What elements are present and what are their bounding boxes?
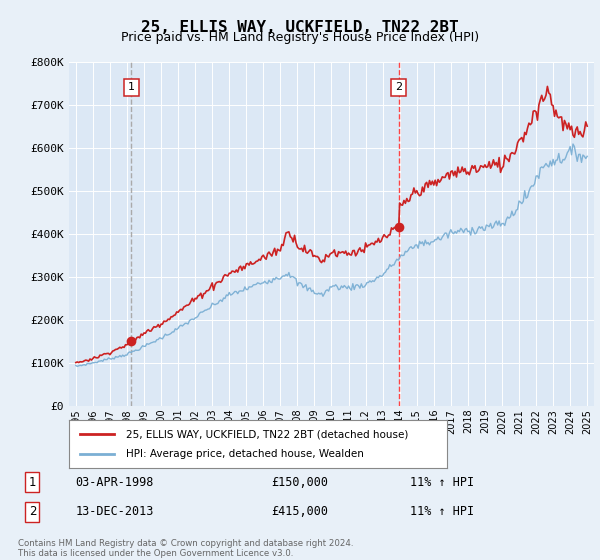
Text: 11% ↑ HPI: 11% ↑ HPI [410,505,474,519]
Text: 25, ELLIS WAY, UCKFIELD, TN22 2BT: 25, ELLIS WAY, UCKFIELD, TN22 2BT [141,20,459,35]
Text: Price paid vs. HM Land Registry's House Price Index (HPI): Price paid vs. HM Land Registry's House … [121,31,479,44]
Text: 1: 1 [29,475,36,489]
Text: £415,000: £415,000 [271,505,328,519]
Text: 25, ELLIS WAY, UCKFIELD, TN22 2BT (detached house): 25, ELLIS WAY, UCKFIELD, TN22 2BT (detac… [126,430,408,439]
Text: 03-APR-1998: 03-APR-1998 [76,475,154,489]
Text: 11% ↑ HPI: 11% ↑ HPI [410,475,474,489]
Text: HPI: Average price, detached house, Wealden: HPI: Average price, detached house, Weal… [126,449,364,459]
Text: 13-DEC-2013: 13-DEC-2013 [76,505,154,519]
Text: Contains HM Land Registry data © Crown copyright and database right 2024.
This d: Contains HM Land Registry data © Crown c… [18,539,353,558]
Text: £150,000: £150,000 [271,475,328,489]
Text: 1: 1 [128,82,135,92]
Text: 2: 2 [395,82,403,92]
Text: 2: 2 [29,505,36,519]
